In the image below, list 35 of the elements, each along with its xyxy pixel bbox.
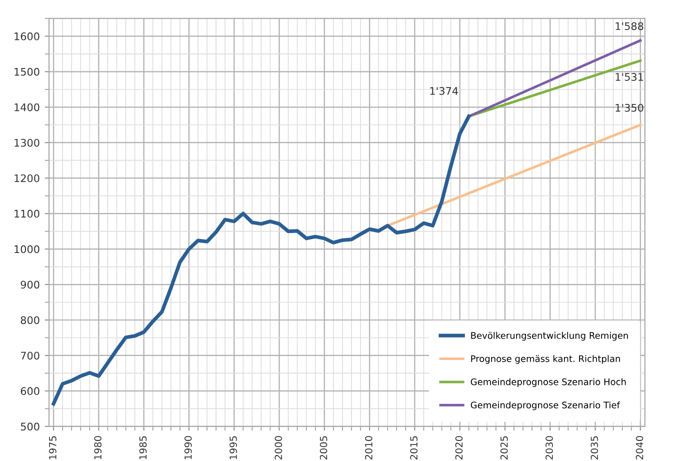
- x-tick-label: 2015: [410, 436, 418, 460]
- y-tick-label: 1400: [14, 103, 40, 112]
- y-tick-label: 900: [20, 280, 40, 289]
- x-tick-label: 2005: [320, 436, 328, 460]
- x-tick-label: 1990: [184, 436, 192, 460]
- y-tick-label: 1300: [14, 138, 40, 147]
- data-label: 1'350: [616, 104, 644, 112]
- legend-label: Gemeindeprognose Szenario Tief: [470, 401, 620, 410]
- x-tick-label: 2010: [365, 436, 372, 460]
- y-tick-label: 700: [20, 352, 40, 360]
- legend-label: Prognose gemäss kant. Richtplan: [471, 355, 620, 364]
- y-tick-label: 600: [20, 387, 40, 396]
- x-tick-label: 2040: [636, 436, 644, 460]
- data-label: 1'588: [616, 22, 644, 30]
- x-tick-label: 2020: [455, 436, 463, 460]
- x-tick-label: 1975: [49, 436, 56, 460]
- y-tick-label: 500: [20, 422, 40, 431]
- y-tick-label: 800: [20, 316, 40, 324]
- legend-label: Gemeindeprognose Szenario Hoch: [470, 378, 626, 387]
- line-series: [52, 114, 471, 406]
- data-label: 1'531: [616, 72, 644, 81]
- legend-label: Bevölkerungsentwicklung Remigen: [471, 332, 628, 341]
- y-tick-label: 1000: [14, 245, 40, 254]
- data-label: 1'374: [430, 87, 458, 95]
- x-tick-label: 1980: [94, 436, 102, 460]
- x-tick-label: 2035: [590, 436, 598, 460]
- x-tick-label: 1995: [230, 436, 237, 460]
- y-tick-label: 1100: [14, 210, 40, 218]
- x-tick-label: 2000: [274, 436, 282, 460]
- x-tick-label: 2025: [500, 436, 508, 460]
- y-tick-label: 1200: [14, 174, 40, 182]
- y-tick-label: 1500: [14, 68, 40, 76]
- y-tick-label: 1600: [14, 32, 40, 40]
- x-tick-label: 2030: [546, 436, 553, 460]
- x-tick-label: 1985: [139, 436, 147, 460]
